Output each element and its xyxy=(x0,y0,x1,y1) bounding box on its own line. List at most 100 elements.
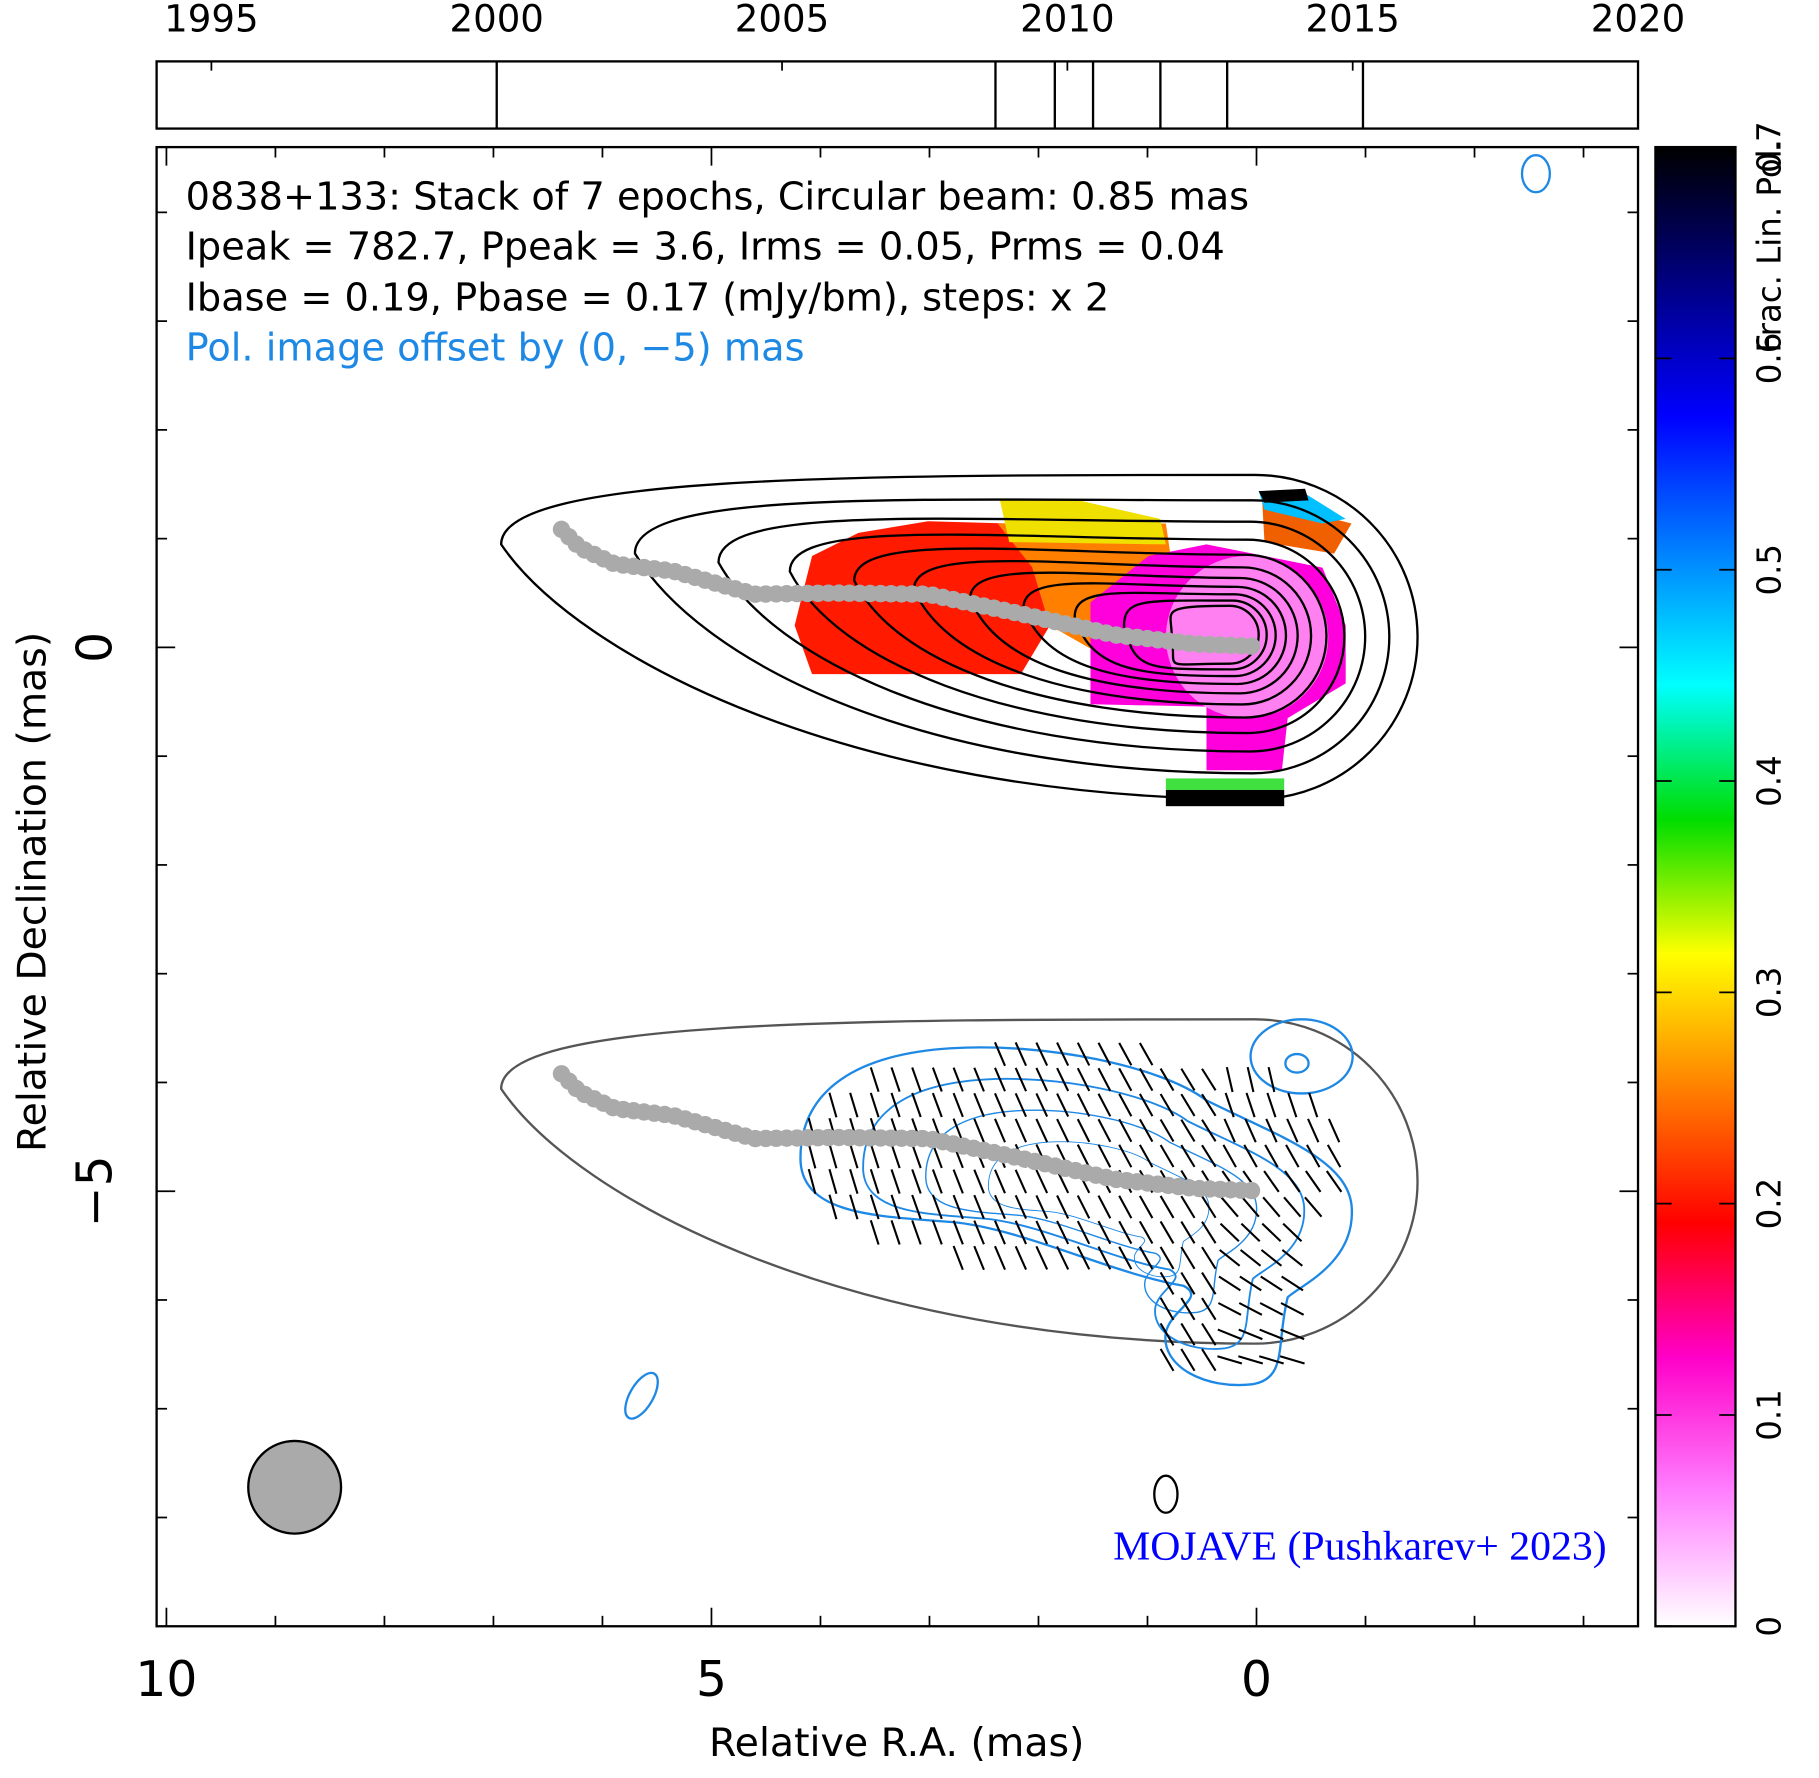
evpa-stick xyxy=(911,1169,922,1194)
evpa-stick xyxy=(1035,1220,1049,1245)
evpa-stick xyxy=(1076,1195,1091,1219)
evpa-stick xyxy=(1201,1246,1217,1270)
evpa-stick xyxy=(1014,1245,1028,1270)
evpa-stick xyxy=(807,1168,817,1195)
evpa-stick xyxy=(1076,1118,1091,1143)
evpa-stick xyxy=(1159,1118,1175,1143)
timeline-tick-label: 2010 xyxy=(1020,0,1114,40)
y-tick-label: 0 xyxy=(68,632,124,663)
evpa-stick xyxy=(1222,1144,1237,1168)
evpa-stick xyxy=(1244,1118,1257,1143)
evpa-stick xyxy=(931,1169,943,1194)
evpa-stick xyxy=(1056,1093,1070,1117)
evpa-stick xyxy=(869,1143,880,1169)
evpa-stick xyxy=(890,1194,901,1220)
colorbar-tick-label: 0.6 xyxy=(1750,333,1788,385)
evpa-stick xyxy=(1056,1195,1070,1219)
evpa-stick xyxy=(1239,1275,1262,1292)
evpa-stick xyxy=(869,1067,880,1092)
evpa-stick xyxy=(1218,1275,1241,1292)
evpa-stick xyxy=(1180,1220,1196,1244)
pol-contour xyxy=(624,1371,659,1420)
evpa-stick xyxy=(1076,1042,1091,1066)
evpa-stick xyxy=(994,1245,1006,1271)
evpa-stick xyxy=(1180,1348,1196,1372)
colorbar-tick-label: 0.5 xyxy=(1750,544,1788,596)
evpa-stick xyxy=(1266,1092,1277,1118)
evpa-stick xyxy=(1180,1068,1196,1091)
pol-edge xyxy=(1165,778,1285,790)
evpa-stick xyxy=(1118,1067,1133,1092)
timeline-tick-label: 2005 xyxy=(735,0,829,40)
evpa-stick xyxy=(973,1118,985,1143)
evpa-stick xyxy=(1180,1297,1196,1321)
colorbar-tick-label: 0 xyxy=(1750,1616,1788,1637)
y-axis-label: Relative Declination (mas) xyxy=(9,632,55,1152)
evpa-stick xyxy=(1201,1221,1217,1244)
evpa-stick xyxy=(1259,1302,1284,1316)
evpa-stick xyxy=(890,1169,901,1194)
contour xyxy=(1022,582,1288,686)
evpa-stick xyxy=(1201,1348,1217,1372)
evpa-stick xyxy=(1238,1328,1263,1341)
evpa-stick xyxy=(994,1041,1006,1067)
colorbar-tick-label: 0.7 xyxy=(1750,121,1788,173)
evpa-stick xyxy=(1223,1118,1236,1143)
evpa-stick xyxy=(869,1092,880,1118)
evpa-stick xyxy=(1238,1355,1264,1365)
evpa-stick xyxy=(1056,1118,1070,1143)
x-axis-label: Relative R.A. (mas) xyxy=(709,1720,1084,1766)
colorbar-tick-label: 0.3 xyxy=(1750,967,1788,1019)
evpa-stick xyxy=(1308,1092,1319,1118)
evpa-stick xyxy=(1263,1170,1280,1193)
plot-frame xyxy=(155,145,1640,1628)
pol-contour xyxy=(987,1141,1210,1278)
evpa-stick xyxy=(1097,1093,1112,1117)
evpa-stick xyxy=(1056,1245,1070,1270)
evpa-stick xyxy=(973,1245,985,1271)
evpa-stick xyxy=(1076,1093,1091,1117)
evpa-stick xyxy=(1201,1272,1217,1295)
evpa-stick xyxy=(1097,1067,1112,1092)
evpa-stick xyxy=(973,1067,985,1092)
evpa-stick xyxy=(952,1169,964,1194)
evpa-stick xyxy=(1159,1246,1175,1270)
credit: MOJAVE (Pushkarev+ 2023) xyxy=(1113,1523,1607,1569)
contour xyxy=(1073,591,1277,678)
evpa-stick xyxy=(1201,1144,1217,1168)
evpa-stick xyxy=(1201,1093,1217,1117)
timeline-tick-label: 1995 xyxy=(164,0,258,40)
annotation: Ibase = 0.19, Pbase = 0.17 (mJy/bm), ste… xyxy=(186,276,1110,321)
pol-region xyxy=(1258,488,1309,503)
evpa-stick xyxy=(1241,1196,1260,1218)
evpa-stick xyxy=(1220,1196,1239,1218)
evpa-stick xyxy=(1180,1322,1196,1346)
ridge-line xyxy=(552,1065,1266,1200)
evpa-stick xyxy=(911,1194,922,1220)
evpa-stick xyxy=(1076,1246,1091,1270)
evpa-stick xyxy=(1159,1297,1175,1321)
evpa-stick xyxy=(1262,1196,1281,1218)
evpa-stick xyxy=(1219,1222,1240,1243)
evpa-stick xyxy=(1285,1144,1300,1168)
evpa-stick xyxy=(1284,1170,1301,1193)
evpa-stick xyxy=(1138,1195,1154,1219)
evpa-stick xyxy=(1097,1144,1112,1168)
pol-core xyxy=(1165,555,1329,719)
evpa-stick xyxy=(1076,1144,1091,1168)
evpa-stick xyxy=(890,1092,901,1118)
evpa-stick xyxy=(1056,1042,1070,1066)
evpa-stick xyxy=(1238,1302,1263,1316)
colorbar-tick-label: 0.4 xyxy=(1750,755,1788,807)
evpa-stick xyxy=(828,1092,838,1118)
evpa-stick xyxy=(973,1194,985,1220)
evpa-stick xyxy=(828,1194,838,1220)
evpa-stick xyxy=(828,1168,838,1195)
evpa-stick xyxy=(1097,1042,1112,1066)
evpa-stick xyxy=(1201,1323,1217,1346)
evpa-stick xyxy=(1240,1222,1261,1243)
evpa-stick xyxy=(1014,1118,1028,1143)
evpa-stick xyxy=(1225,1066,1234,1093)
evpa-stick xyxy=(1280,1328,1305,1341)
